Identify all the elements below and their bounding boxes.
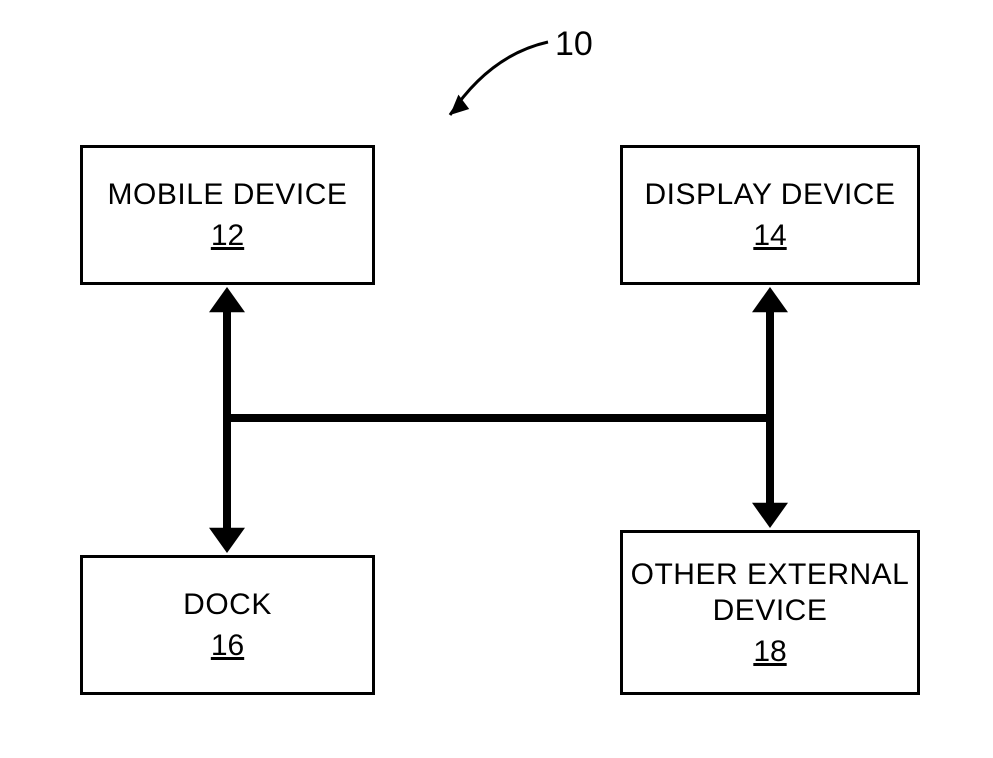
box-label: DOCK xyxy=(183,587,272,623)
box-number: 18 xyxy=(753,635,786,669)
figure-label: 10 xyxy=(555,25,593,64)
box-other-external-device: OTHER EXTERNALDEVICE 18 xyxy=(620,530,920,695)
box-label: OTHER EXTERNALDEVICE xyxy=(631,557,910,629)
box-label: DISPLAY DEVICE xyxy=(645,177,896,213)
box-number: 14 xyxy=(753,219,786,253)
box-dock: DOCK 16 xyxy=(80,555,375,695)
box-display-device: DISPLAY DEVICE 14 xyxy=(620,145,920,285)
box-label: MOBILE DEVICE xyxy=(108,177,348,213)
box-number: 16 xyxy=(211,629,244,663)
box-mobile-device: MOBILE DEVICE 12 xyxy=(80,145,375,285)
box-number: 12 xyxy=(211,219,244,253)
